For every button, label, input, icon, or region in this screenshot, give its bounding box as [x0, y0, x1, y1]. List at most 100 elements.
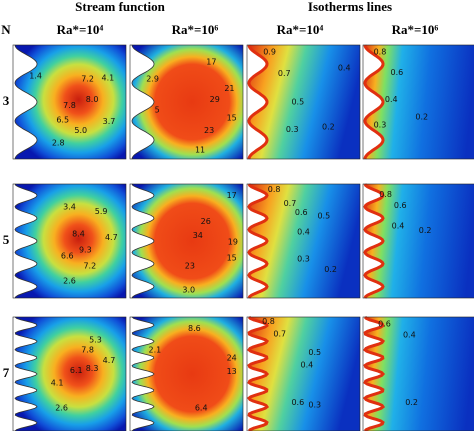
contour-label: 0.7	[284, 199, 297, 208]
column-title: Ra*=10⁴	[57, 22, 104, 37]
contour-label: 0.3	[286, 125, 299, 134]
contour-label: 2.6	[63, 276, 76, 285]
contour-label: 0.5	[317, 211, 330, 220]
wall-region	[247, 317, 267, 431]
contour-label: 7.8	[81, 346, 94, 355]
panel-border	[129, 183, 244, 299]
contour-label: 3.4	[63, 202, 76, 211]
row-label: 7	[3, 365, 10, 380]
wall-region	[13, 45, 37, 159]
contour-label: 0.2	[415, 112, 428, 121]
contour-label: 8.0	[86, 95, 99, 104]
contour-label: 24	[227, 354, 237, 363]
contour-label: 2.9	[146, 75, 159, 84]
contour-label: 4.7	[103, 356, 116, 365]
isotherm-title: Isotherms lines	[308, 0, 392, 14]
contour-label: 0.6	[295, 208, 308, 217]
contour-label: 26	[201, 217, 211, 226]
panel-border	[362, 44, 474, 160]
contour-label: 3.7	[103, 117, 116, 126]
contour-label: 5.0	[74, 126, 87, 135]
wall-line	[362, 315, 386, 431]
panel-border	[246, 183, 361, 299]
contour-label: 4.1	[102, 74, 115, 83]
contour-label: 6.5	[56, 116, 69, 125]
contour-label: 5.3	[89, 335, 102, 344]
contour-label: 4.1	[51, 379, 64, 388]
column-title: Ra*=10⁶	[172, 22, 219, 37]
contour-label: 0.4	[385, 95, 398, 104]
contour-label: 2.1	[148, 346, 161, 355]
contour-label: 2.8	[52, 139, 65, 148]
column-title: Ra*=10⁶	[392, 22, 439, 37]
contour-label: 7.8	[63, 101, 76, 110]
contour-label: 4.7	[105, 233, 118, 242]
wall-line	[247, 44, 269, 160]
contour-label: 0.5	[308, 348, 321, 357]
contour-label: 0.8	[268, 185, 281, 194]
contour-label: 0.8	[262, 317, 275, 326]
row-title: N	[1, 22, 11, 37]
contour-label: 6.4	[195, 404, 208, 413]
contour-label: 0.9	[263, 47, 276, 56]
contour-label: 6.1	[70, 366, 83, 375]
contour-label: 0.3	[308, 400, 321, 409]
contour-label: 0.4	[403, 331, 416, 340]
contour-label: 29	[210, 95, 220, 104]
contour-label: 0.3	[374, 120, 387, 129]
wall-region	[247, 184, 267, 298]
contour-label: 0.6	[378, 319, 391, 328]
wall-line	[14, 183, 38, 299]
contour-label: 8.4	[72, 230, 85, 239]
wall-line	[247, 183, 269, 299]
contour-label: 0.2	[324, 265, 337, 274]
contour-label: 2.6	[55, 404, 68, 413]
row-label: 5	[3, 232, 10, 247]
contour-label: 7.2	[81, 75, 94, 84]
panel-border	[362, 183, 474, 299]
contour-label: 0.4	[338, 63, 351, 72]
contour-label: 1.4	[29, 71, 42, 80]
contour-label: 0.3	[297, 255, 310, 264]
wall-line	[131, 183, 155, 299]
contour-label: 21	[224, 84, 234, 93]
contour-label: 0.4	[301, 360, 314, 369]
contour-label: 15	[227, 113, 237, 122]
contour-label: 11	[195, 145, 205, 154]
contour-label: 34	[193, 231, 203, 240]
contour-label: 8.6	[188, 324, 201, 333]
contour-label: 0.4	[392, 222, 405, 231]
contour-label: 0.5	[291, 98, 304, 107]
wall-region	[13, 184, 37, 298]
contour-label: 0.4	[297, 227, 310, 236]
panel-border	[246, 44, 361, 160]
contour-label: 0.6	[291, 398, 304, 407]
contour-label: 0.7	[273, 330, 286, 339]
contour-label: 9.3	[79, 246, 92, 255]
contour-label: 0.2	[405, 398, 418, 407]
panel-border	[246, 316, 361, 431]
contour-label: 23	[204, 126, 214, 135]
wall-region	[130, 184, 154, 298]
panel-border	[129, 316, 244, 431]
stream-title: Stream function	[75, 0, 165, 14]
wall-region	[130, 317, 154, 431]
wall-line	[14, 44, 38, 160]
panel-border	[362, 316, 474, 431]
contour-label: 0.2	[419, 226, 432, 235]
contour-label: 23	[185, 262, 195, 271]
row-label: 3	[3, 93, 10, 108]
contour-label: 0.6	[394, 201, 407, 210]
contour-label: 0.8	[379, 190, 392, 199]
wall-line	[363, 183, 385, 299]
panel-border	[129, 44, 244, 160]
contour-label: 0.2	[322, 123, 335, 132]
wall-line	[363, 44, 385, 160]
column-title: Ra*=10⁴	[277, 22, 324, 37]
contour-label: 8.3	[86, 364, 99, 373]
wall-region	[13, 317, 37, 431]
contour-label: 0.6	[391, 68, 404, 77]
panel-border	[12, 183, 127, 299]
wall-region	[363, 317, 383, 431]
